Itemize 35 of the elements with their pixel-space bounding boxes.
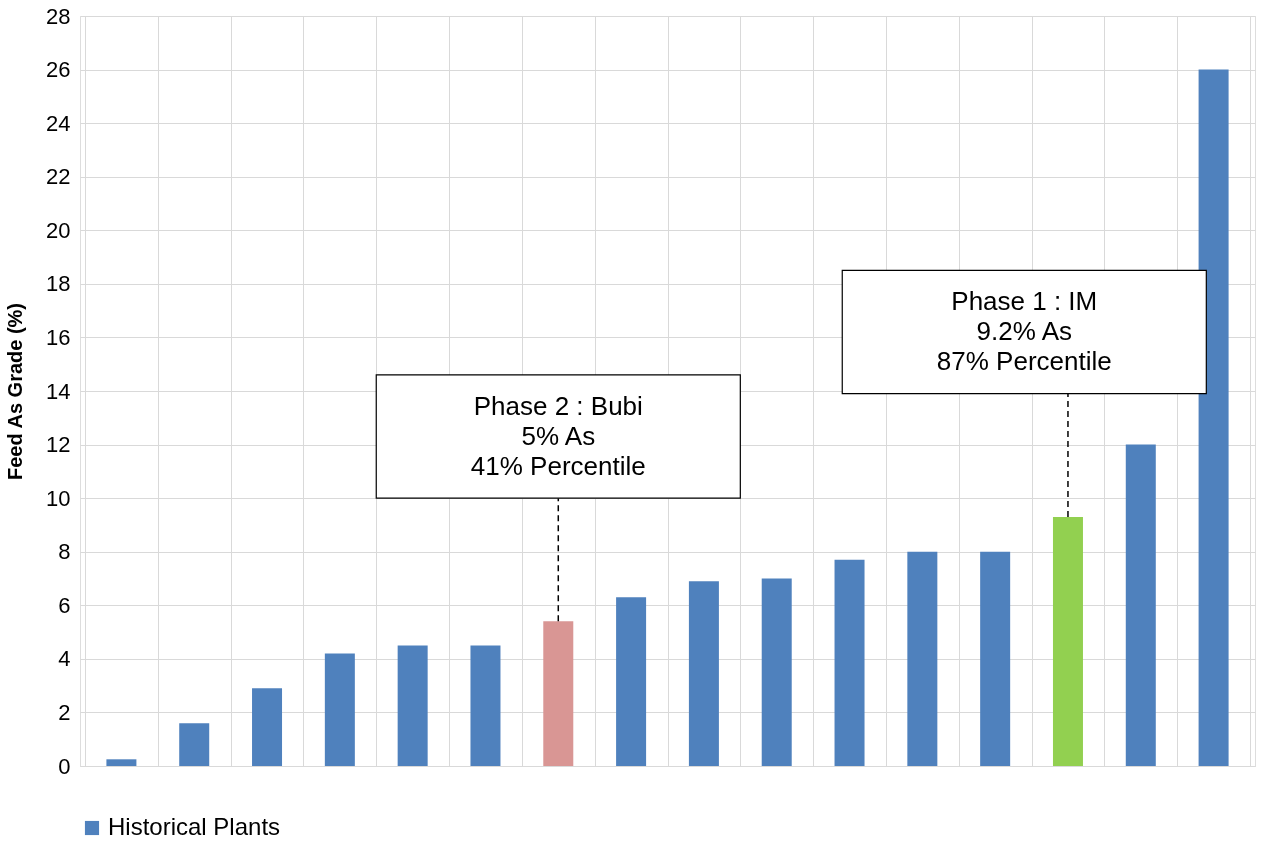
y-tick-label: 8 xyxy=(58,539,71,565)
y-tick-label: 10 xyxy=(46,485,71,511)
annotation: Phase 2 : Bubi 5% As 41% Percentile xyxy=(470,390,646,481)
y-tick-label: 6 xyxy=(58,592,71,618)
bar xyxy=(1125,444,1156,766)
bar xyxy=(907,551,938,766)
y-tick-label: 2 xyxy=(58,699,71,725)
bar xyxy=(397,645,428,766)
y-tick-label: 24 xyxy=(46,110,71,136)
bar xyxy=(324,653,355,766)
bar xyxy=(688,581,719,766)
y-axis-title: Feed As Grade (%) xyxy=(4,302,27,481)
bar xyxy=(1198,69,1229,766)
bar xyxy=(179,723,210,766)
bar xyxy=(106,759,137,766)
legend-label: Historical Plants xyxy=(108,813,281,840)
y-tick-label: 26 xyxy=(46,57,71,83)
annotation: Phase 1 : IM 9.2% As 87% Percentile xyxy=(936,286,1112,377)
bar xyxy=(616,597,647,766)
y-tick-label: 16 xyxy=(46,324,71,350)
y-tick-label: 4 xyxy=(58,646,71,672)
y-tick-label: 0 xyxy=(58,753,71,779)
bar xyxy=(1052,516,1083,766)
bar xyxy=(252,688,283,766)
bar xyxy=(980,551,1011,766)
y-tick-label: 20 xyxy=(46,217,71,243)
y-tick-label: 22 xyxy=(46,164,71,190)
bar xyxy=(543,621,574,766)
y-tick-label: 12 xyxy=(46,432,71,458)
bar xyxy=(761,578,792,766)
y-tick-label: 14 xyxy=(46,378,71,404)
y-tick-label: 18 xyxy=(46,271,71,297)
bar xyxy=(834,559,865,766)
y-tick-label: 28 xyxy=(46,3,71,29)
bar xyxy=(470,645,501,766)
